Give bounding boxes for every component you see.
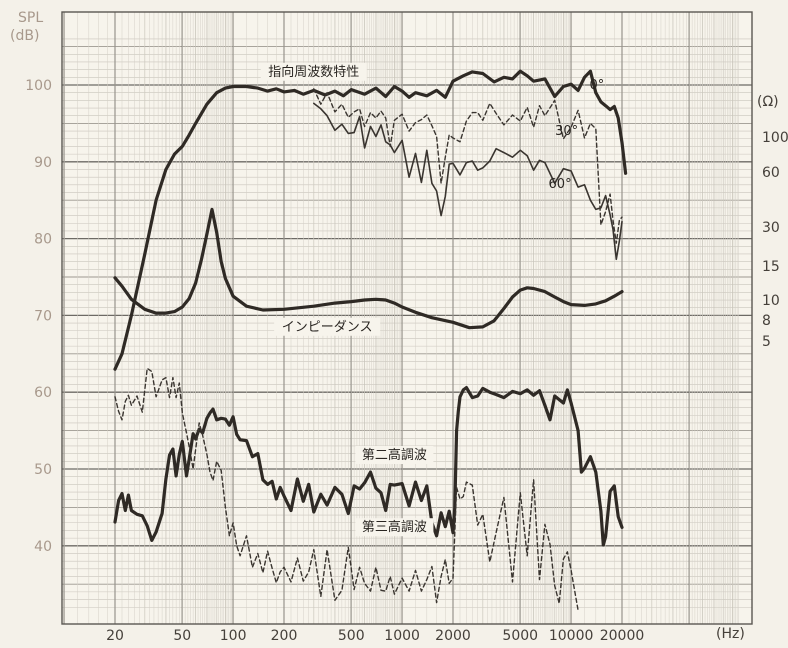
annotation-bg xyxy=(355,446,434,465)
x-axis-unit-label: (Hz) xyxy=(716,626,745,642)
annotation-0deg: 0° xyxy=(589,78,604,93)
annotation-bg xyxy=(260,62,367,81)
y-tick-label: 70 xyxy=(34,308,52,324)
annotation-impedance: インピーダンス xyxy=(282,320,373,335)
plot-frame xyxy=(61,11,753,625)
x-tick-label: 50 xyxy=(173,628,191,644)
x-tick-label: 10000 xyxy=(549,628,594,644)
series-line-4 xyxy=(113,386,624,547)
y-tick-label: 100 xyxy=(25,78,52,94)
series-layer xyxy=(113,69,628,611)
annotation-title: 指向周波数特性 xyxy=(268,64,359,80)
y-right-tick-label: 8 xyxy=(762,313,771,329)
y-right-tick-label: 100 xyxy=(762,130,788,146)
y-tick-label: 90 xyxy=(34,155,52,171)
annotation-second: 第二高調波 xyxy=(362,447,427,463)
y-right-axis-label: (Ω) xyxy=(757,94,779,110)
tick-labels: 20 50 100 200 500 1000 2000 5000 10000 20000 100 90… xyxy=(25,78,788,644)
annotation-third: 第三高調波 xyxy=(362,519,427,535)
grid xyxy=(61,11,753,625)
annotation-30deg: 30° xyxy=(555,124,578,139)
y-right-tick-label: 15 xyxy=(762,259,780,275)
y-axis-label-line1: SPL xyxy=(18,10,43,26)
series-line-3 xyxy=(113,207,624,330)
x-tick-label: 500 xyxy=(338,628,365,644)
y-right-tick-label: 10 xyxy=(762,293,780,309)
x-tick-label: 100 xyxy=(220,628,247,644)
annotation-bg xyxy=(274,317,381,336)
y-axis-label-line2: (dB) xyxy=(10,28,39,44)
y-tick-label: 80 xyxy=(34,232,52,248)
annotation-bg xyxy=(355,518,434,537)
annotation-60deg: 60° xyxy=(549,177,572,192)
x-tick-label: 20 xyxy=(106,628,124,644)
y-tick-label: 40 xyxy=(34,539,52,555)
x-tick-label: 200 xyxy=(271,628,298,644)
x-tick-label: 1000 xyxy=(384,628,420,644)
series-line-2 xyxy=(313,102,623,261)
y-tick-label: 60 xyxy=(34,385,52,401)
x-tick-label: 20000 xyxy=(600,628,645,644)
x-tick-label: 2000 xyxy=(435,628,471,644)
series-line-1 xyxy=(313,88,623,244)
y-right-tick-label: 5 xyxy=(762,334,771,350)
y-right-tick-label: 30 xyxy=(762,220,780,236)
series-line-5 xyxy=(114,367,579,611)
y-tick-label: 50 xyxy=(34,462,52,478)
x-tick-label: 5000 xyxy=(502,628,538,644)
series-line-0 xyxy=(113,69,628,371)
y-right-tick-label: 60 xyxy=(762,165,780,181)
